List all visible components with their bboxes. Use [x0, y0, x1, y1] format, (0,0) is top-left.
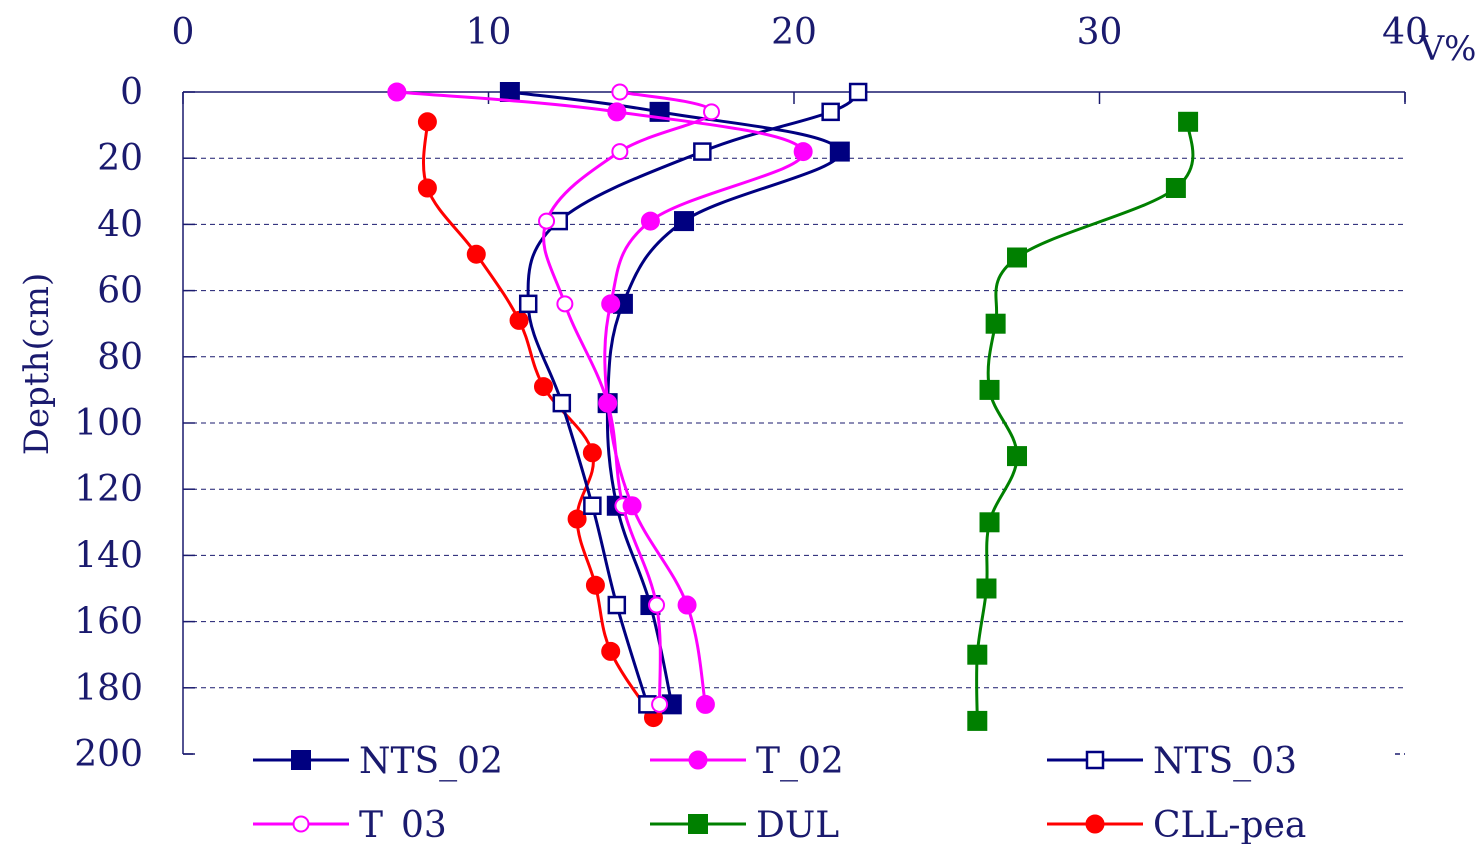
data-point-nts-03 [848, 82, 868, 102]
data-point-t-03 [611, 143, 629, 161]
tick-labels: 0 10 20 30 40V%020406080100120140160180200De… [17, 12, 1476, 775]
data-point-t-02 [640, 211, 660, 231]
data-point-cll-pea [417, 112, 437, 132]
x-tick-label: 30 [1077, 12, 1123, 53]
y-tick-label: 160 [74, 602, 143, 643]
y-tick-label: 20 [97, 138, 143, 179]
data-point-t-02 [793, 142, 813, 162]
series [387, 82, 1199, 731]
data-point-t-03 [648, 596, 666, 614]
data-point-nts-03 [552, 393, 572, 413]
y-tick-label: 60 [97, 271, 143, 312]
legend-item-t-03: T_03 [253, 805, 447, 844]
legend-marker [1085, 814, 1105, 834]
legend-marker [291, 750, 311, 770]
data-point-nts-02 [499, 82, 520, 102]
y-tick-label: 180 [74, 668, 143, 709]
legend-marker [292, 815, 310, 833]
series-line-t-02 [396, 90, 805, 705]
data-point-nts-03 [607, 595, 627, 615]
data-point-t-03 [556, 295, 574, 313]
data-point-t-03 [538, 212, 556, 230]
data-point-dul [979, 379, 1000, 400]
legend-label: DUL [756, 805, 839, 844]
data-point-nts-02 [829, 141, 850, 162]
data-point-t-03 [651, 695, 669, 713]
y-tick-label: 80 [97, 337, 143, 378]
data-point-nts-03 [693, 142, 712, 161]
legend-item-dul: DUL [650, 805, 839, 844]
legend-item-cll-pea: CLL-pea [1047, 805, 1306, 844]
x-tick-label: 20 [771, 12, 817, 53]
data-point-cll-pea [567, 509, 587, 529]
data-point-t-03 [703, 103, 721, 121]
x-tick-label: 10 [466, 12, 512, 53]
data-point-nts-03 [821, 102, 840, 122]
series-line-cll-pea [421, 121, 655, 719]
data-point-cll-pea [509, 310, 529, 330]
data-point-t-02 [607, 102, 627, 122]
y-tick-label: 40 [97, 204, 143, 245]
data-point-dul [1178, 111, 1199, 132]
data-point-nts-02 [674, 211, 695, 232]
x-tick-label: 0 [172, 12, 195, 53]
legend-marker [688, 750, 708, 770]
data-point-dul [967, 644, 988, 665]
data-point-dul [979, 512, 1000, 533]
grid-lines [183, 157, 1405, 689]
data-point-nts-03 [518, 294, 538, 314]
data-point-t-02 [695, 694, 715, 714]
legend-label: NTS_03 [1153, 741, 1297, 782]
legend-label: T_03 [359, 805, 447, 844]
y-axis-title: Depth(cm) [17, 273, 57, 456]
legend-label: T_02 [756, 741, 844, 782]
series-nts-03 [518, 82, 868, 714]
y-tick-label: 100 [74, 403, 143, 444]
series-t-02 [387, 82, 813, 714]
data-point-cll-pea [466, 244, 486, 264]
data-point-dul [985, 313, 1006, 334]
legend-label: CLL-pea [1153, 805, 1306, 844]
data-point-dul [976, 578, 997, 599]
series-dul [967, 111, 1199, 731]
data-point-cll-pea [582, 443, 602, 463]
legend-marker [688, 814, 708, 834]
data-point-t-02 [677, 595, 697, 615]
data-point-nts-03 [583, 496, 602, 515]
legend-label: NTS_02 [359, 741, 503, 782]
data-point-t-02 [622, 496, 642, 516]
legend-item-t-02: T_02 [650, 741, 844, 782]
data-point-dul [1007, 446, 1028, 467]
axes [182, 91, 1406, 755]
series-line-nts-02 [509, 90, 842, 705]
legend: NTS_02 T_02 NTS_03 T_03 DUL CLL-pea [253, 741, 1306, 844]
data-point-dul [1007, 247, 1028, 268]
legend-marker [1085, 750, 1105, 770]
y-tick-label: 140 [74, 535, 143, 576]
data-point-cll-pea [417, 178, 437, 198]
data-point-cll-pea [585, 575, 605, 595]
data-point-t-02 [387, 82, 407, 102]
x-axis-title: V% [1419, 29, 1477, 69]
data-point-cll-pea [533, 377, 553, 397]
legend-item-nts-03: NTS_03 [1047, 741, 1297, 782]
data-point-cll-pea [601, 641, 621, 661]
series-line-dul [975, 121, 1195, 721]
x-tick-label: 40 [1382, 12, 1428, 53]
data-point-dul [1165, 177, 1186, 198]
y-tick-label: 0 [120, 72, 143, 113]
series-cll-pea [417, 112, 663, 728]
legend-item-nts-02: NTS_02 [253, 741, 503, 782]
y-tick-label: 200 [74, 734, 143, 775]
data-point-t-02 [598, 393, 618, 413]
data-point-t-03 [611, 83, 629, 101]
y-tick-label: 120 [74, 469, 143, 510]
data-point-t-02 [601, 294, 621, 314]
data-point-dul [967, 710, 988, 731]
